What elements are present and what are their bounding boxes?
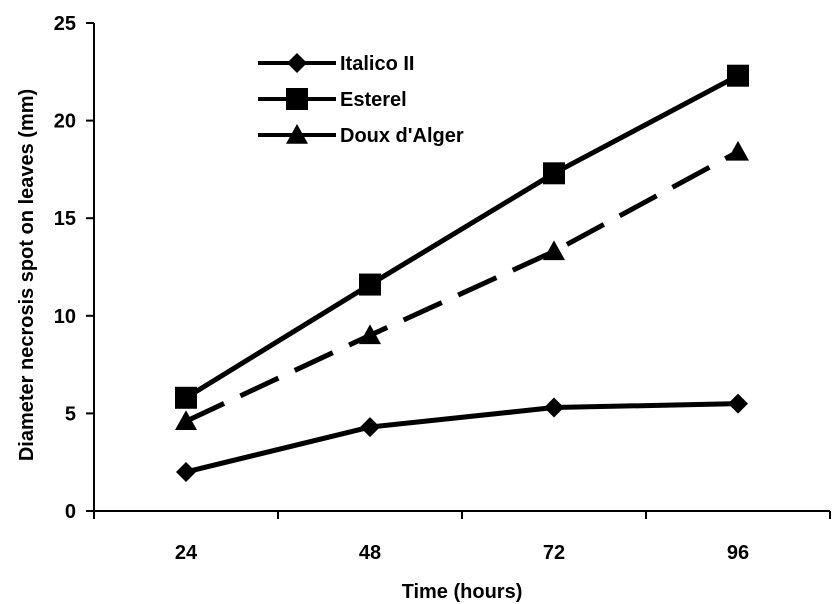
legend: Italico II Esterel Doux d'Alger — [258, 53, 464, 147]
data-point-doux-d-alger — [359, 324, 381, 345]
legend-label: Esterel — [340, 89, 407, 111]
x-axis-ticks: 24 48 72 96 — [93, 511, 831, 564]
data-point-esterel — [175, 386, 197, 409]
legend-marker — [286, 124, 308, 144]
data-point-italico-ii — [728, 393, 748, 414]
legend-marker — [287, 53, 307, 73]
y-tick-label: 15 — [54, 208, 76, 230]
y-tick-label: 5 — [65, 403, 76, 425]
series-line-esterel — [184, 73, 740, 400]
series-italico-ii — [176, 393, 748, 482]
y-tick-label: 0 — [65, 501, 76, 523]
series-line-doux-d-alger — [184, 149, 740, 424]
series-esterel — [175, 64, 749, 409]
data-point-esterel — [727, 64, 749, 87]
x-tick-label: 72 — [543, 542, 565, 564]
data-point-doux-d-alger — [727, 140, 749, 161]
y-axis-title: Diameter necrosis spot on leaves (mm) — [16, 89, 38, 461]
series-layer — [175, 64, 749, 482]
data-point-italico-ii — [544, 397, 564, 418]
data-point-italico-ii — [360, 417, 380, 438]
y-axis-ticks: 0 5 10 15 20 25 — [54, 13, 94, 523]
data-point-italico-ii — [176, 461, 196, 482]
legend-label: Doux d'Alger — [340, 125, 464, 147]
data-point-esterel — [543, 162, 565, 185]
legend-item-doux-d-alger: Doux d'Alger — [258, 124, 464, 147]
x-axis-title: Time (hours) — [402, 581, 523, 603]
x-tick-label: 96 — [727, 542, 749, 564]
legend-label: Italico II — [340, 53, 414, 75]
data-point-doux-d-alger — [543, 240, 565, 261]
series-line-italico-ii — [185, 401, 739, 475]
axes — [93, 23, 830, 512]
x-tick-label: 24 — [175, 542, 198, 564]
x-tick-label: 48 — [359, 542, 381, 564]
legend-item-esterel: Esterel — [258, 88, 407, 111]
data-point-esterel — [359, 273, 381, 296]
y-tick-label: 25 — [54, 13, 76, 35]
y-tick-label: 20 — [54, 111, 76, 133]
legend-marker — [286, 88, 308, 110]
legend-item-italico-ii: Italico II — [258, 53, 414, 75]
y-tick-label: 10 — [54, 306, 76, 328]
data-point-doux-d-alger — [175, 410, 197, 431]
series-doux-d-alger — [175, 140, 749, 431]
